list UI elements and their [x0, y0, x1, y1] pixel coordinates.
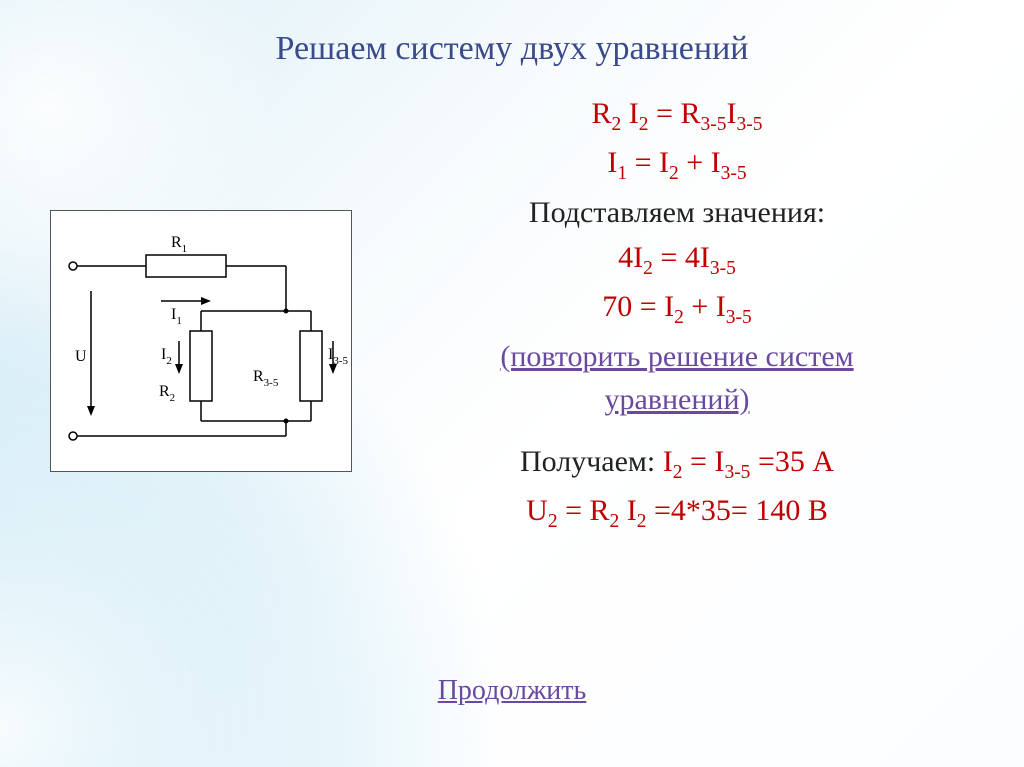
label-i2: I2 — [161, 346, 172, 367]
repeat-link[interactable]: (повторить решение системуравнений) — [500, 340, 853, 417]
eq4: 70 = I2 + I3-5 — [370, 285, 984, 332]
final-eq: U2 = R2 I2 =4*35= 140 В — [370, 489, 984, 536]
eq2: I1 = I2 + I3-5 — [370, 141, 984, 188]
result-line: Получаем: I2 = I3-5 =35 А — [370, 440, 984, 487]
label-r1: R1 — [171, 234, 187, 255]
circuit-diagram: U R1 I1 — [50, 210, 352, 472]
circuit-svg: U R1 I1 — [51, 211, 351, 471]
slide: Решаем систему двух уравнений U R1 — [0, 0, 1024, 767]
continue-link[interactable]: Продолжить — [438, 675, 587, 706]
eq1: R2 I2 = R3-5I3-5 — [370, 92, 984, 139]
label-u: U — [75, 348, 87, 365]
eq3: 4I2 = 4I3-5 — [370, 236, 984, 283]
slide-title: Решаем систему двух уравнений — [0, 30, 1024, 68]
label-r2: R2 — [159, 383, 175, 404]
substitute-text: Подставляем значения: — [370, 191, 984, 235]
equations-block: R2 I2 = R3-5I3-5 I1 = I2 + I3-5 Подставл… — [370, 90, 984, 538]
continue-row: Продолжить — [0, 675, 1024, 707]
label-i35: I3-5 — [328, 346, 348, 367]
label-r35: R3-5 — [253, 368, 279, 389]
label-i1: I1 — [171, 306, 182, 327]
